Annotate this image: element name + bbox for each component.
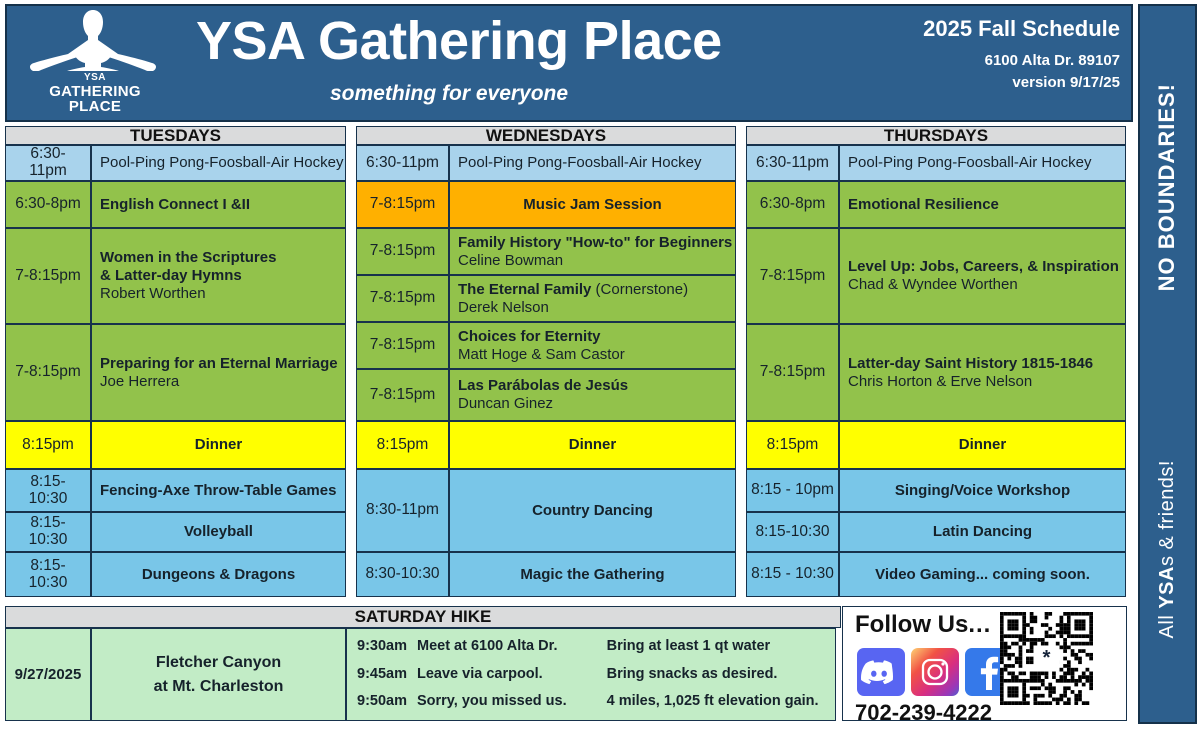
svg-text:*: * — [1043, 646, 1051, 669]
